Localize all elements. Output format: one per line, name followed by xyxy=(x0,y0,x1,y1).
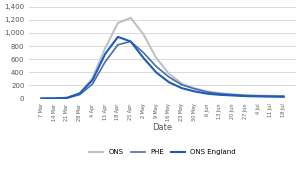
PHE xyxy=(116,36,120,38)
PHE xyxy=(154,71,158,73)
ONS England xyxy=(65,97,69,99)
ONS xyxy=(116,44,120,46)
ONS England xyxy=(167,73,171,75)
PHE xyxy=(103,53,107,55)
PHE xyxy=(91,79,94,81)
ONS England xyxy=(40,97,43,100)
ONS England xyxy=(206,90,209,93)
ONS xyxy=(282,95,286,97)
Line: ONS England: ONS England xyxy=(41,18,284,99)
ONS xyxy=(78,94,82,96)
PHE xyxy=(167,81,171,83)
PHE xyxy=(180,87,184,89)
ONS England xyxy=(154,57,158,59)
PHE xyxy=(244,95,247,97)
ONS xyxy=(218,93,222,95)
ONS England xyxy=(116,22,120,24)
PHE xyxy=(129,40,133,43)
Line: ONS: ONS xyxy=(41,42,284,99)
ONS xyxy=(103,61,107,63)
ONS England xyxy=(91,77,94,79)
ONS England xyxy=(282,95,286,97)
ONS xyxy=(256,95,260,97)
PHE xyxy=(269,96,273,98)
PHE xyxy=(256,95,260,97)
ONS xyxy=(180,84,184,86)
X-axis label: Date: Date xyxy=(152,123,172,132)
PHE xyxy=(206,93,209,95)
ONS England xyxy=(218,92,222,94)
Line: PHE: PHE xyxy=(41,37,284,99)
PHE xyxy=(142,57,145,59)
ONS xyxy=(129,40,133,43)
Legend: ONS, PHE, ONS England: ONS, PHE, ONS England xyxy=(86,146,238,158)
ONS xyxy=(206,91,209,93)
ONS xyxy=(91,83,94,85)
PHE xyxy=(52,97,56,99)
ONS xyxy=(231,94,235,96)
PHE xyxy=(282,96,286,98)
PHE xyxy=(40,97,43,100)
PHE xyxy=(65,97,69,99)
ONS xyxy=(193,88,196,90)
PHE xyxy=(78,92,82,94)
PHE xyxy=(218,94,222,96)
ONS England xyxy=(142,33,145,35)
ONS xyxy=(52,97,56,99)
ONS xyxy=(65,97,69,99)
ONS xyxy=(142,52,145,54)
ONS England xyxy=(193,87,196,90)
ONS England xyxy=(52,97,56,99)
ONS xyxy=(269,95,273,97)
ONS xyxy=(167,76,171,78)
ONS England xyxy=(231,93,235,95)
ONS England xyxy=(129,17,133,19)
ONS England xyxy=(103,47,107,49)
ONS xyxy=(40,97,43,100)
ONS England xyxy=(78,93,82,95)
ONS xyxy=(244,94,247,97)
ONS England xyxy=(180,82,184,85)
PHE xyxy=(193,90,196,93)
ONS xyxy=(154,65,158,68)
ONS England xyxy=(256,94,260,97)
ONS England xyxy=(244,94,247,96)
PHE xyxy=(231,94,235,97)
ONS England xyxy=(269,95,273,97)
